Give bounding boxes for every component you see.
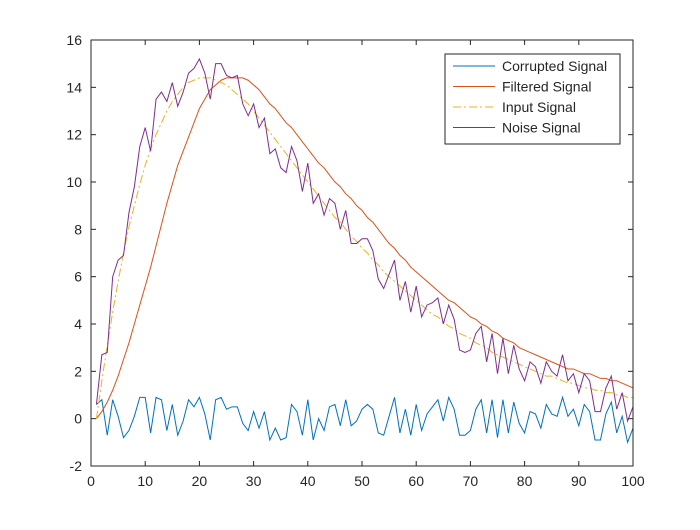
legend-box	[444, 53, 621, 145]
y-tick-label: 16	[66, 32, 82, 48]
series-line-input-signal	[95, 77, 633, 419]
y-tick-label: 2	[74, 363, 82, 379]
y-tick-label: 12	[66, 127, 82, 143]
x-tick-label: 60	[408, 473, 424, 489]
y-tick-label: 14	[66, 79, 82, 95]
legend-label: Input Signal	[502, 99, 576, 115]
y-tick-label: 0	[74, 411, 82, 427]
legend-label: Corrupted Signal	[502, 58, 607, 74]
legend-label: Noise Signal	[502, 120, 581, 136]
y-tick-label: 4	[74, 316, 82, 332]
x-tick-label: 50	[354, 473, 370, 489]
x-tick-label: 40	[300, 473, 316, 489]
y-tick-label: 10	[66, 174, 82, 190]
legend-label: Filtered Signal	[502, 79, 592, 95]
y-tick-label: 6	[74, 269, 82, 285]
series-layer	[95, 57, 633, 445]
y-tick-label: 8	[74, 221, 82, 237]
x-tick-label: 80	[517, 473, 533, 489]
x-tick-label: 70	[463, 473, 479, 489]
series-line-noise-signal	[95, 57, 633, 423]
x-tick-label: 90	[571, 473, 587, 489]
x-tick-label: 0	[87, 473, 95, 489]
series-line-filtered-signal	[96, 77, 633, 419]
legend: Corrupted Signal Filtered Signal Input Sig…	[444, 53, 621, 145]
x-tick-label: 100	[621, 473, 645, 489]
x-tick-label: 30	[246, 473, 262, 489]
series-line-corrupted-signal	[96, 395, 633, 445]
x-tick-label: 10	[137, 473, 153, 489]
x-tick-label: 20	[192, 473, 208, 489]
y-tick-label: -2	[70, 458, 83, 474]
